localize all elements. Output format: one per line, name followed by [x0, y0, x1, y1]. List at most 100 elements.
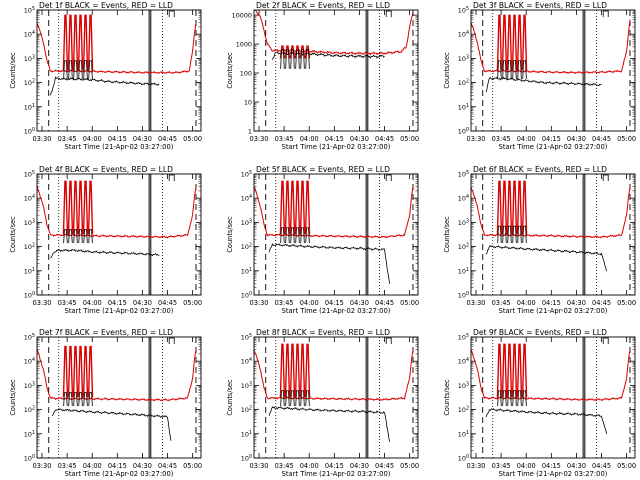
- lld-spike: [506, 14, 513, 71]
- y-tick-label: 104: [458, 194, 469, 203]
- bracket-marker: [168, 337, 175, 344]
- lld-spike: [496, 14, 503, 71]
- x-tick-label: 05:00: [400, 462, 419, 470]
- events-spike: [290, 49, 295, 69]
- lld-series-line: [470, 186, 631, 239]
- lld-spike: [501, 343, 508, 398]
- events-spike: [497, 390, 502, 407]
- x-tick-label: 05:00: [400, 299, 419, 307]
- panel-title: Det 5f BLACK = Events, RED = LLD: [256, 165, 390, 174]
- events-spike: [305, 390, 310, 407]
- y-tick-label: 100: [24, 291, 35, 300]
- detector-panel: Det 8f BLACK = Events, RED = LLD 03:30 03:…: [226, 328, 419, 478]
- x-tick-label: 04:00: [517, 135, 536, 143]
- x-tick-label: 04:15: [325, 135, 344, 143]
- x-tick-label: 03:30: [250, 299, 269, 307]
- y-tick-label: 100: [241, 454, 252, 463]
- lld-spike: [496, 343, 503, 398]
- lld-spike: [289, 180, 296, 235]
- y-axis-label: Counts/sec: [443, 379, 451, 416]
- y-tick-label: 10: [244, 99, 252, 107]
- y-axis-label: Counts/sec: [443, 216, 451, 253]
- x-tick-label: 04:00: [300, 135, 319, 143]
- y-tick-label: 1: [248, 128, 252, 136]
- lld-series-line: [253, 349, 414, 402]
- plot-frame: [253, 9, 419, 132]
- events-spike: [522, 60, 527, 80]
- lld-spike: [87, 14, 94, 71]
- lld-spike: [294, 180, 301, 235]
- events-spike: [78, 229, 83, 244]
- panel-title: Det 3f BLACK = Events, RED = LLD: [473, 1, 607, 10]
- detector-panel: Det 6f BLACK = Events, RED = LLD 03:30 03:…: [443, 165, 636, 315]
- events-spike: [63, 229, 68, 244]
- y-tick-label: 105: [24, 6, 35, 15]
- x-tick-label: 03:30: [467, 135, 486, 143]
- events-spike: [68, 229, 73, 244]
- lld-spike: [299, 180, 306, 235]
- lld-spike: [77, 345, 84, 398]
- x-tick-label: 03:45: [275, 299, 294, 307]
- lld-spike: [72, 14, 79, 71]
- y-tick-label: 103: [241, 381, 252, 390]
- y-tick-label: 104: [24, 30, 35, 39]
- panel-title: Det 8f BLACK = Events, RED = LLD: [256, 328, 390, 337]
- x-tick-label: 03:45: [58, 299, 77, 307]
- y-tick-label: 105: [241, 170, 252, 179]
- events-spike: [517, 225, 522, 244]
- x-axis-label: Start Time (21-Apr-02 03:27:00): [499, 307, 608, 315]
- events-spike: [300, 49, 305, 69]
- lld-spike: [284, 343, 291, 398]
- y-tick-label: 102: [24, 243, 35, 252]
- events-spike: [300, 390, 305, 407]
- x-tick-label: 03:45: [275, 462, 294, 470]
- x-tick-label: 04:30: [567, 462, 586, 470]
- y-tick-label: 102: [241, 243, 252, 252]
- plot-frame: [36, 9, 202, 132]
- bracket-marker: [385, 174, 392, 181]
- y-tick-label: 100: [458, 127, 469, 136]
- y-tick-label: 101: [458, 267, 469, 276]
- events-spike: [88, 60, 93, 80]
- x-tick-label: 04:45: [158, 299, 177, 307]
- plot-frame: [470, 9, 636, 132]
- lld-spike: [77, 180, 84, 235]
- x-tick-label: 03:45: [492, 135, 511, 143]
- lld-series-line: [470, 19, 631, 75]
- events-spike: [68, 392, 73, 407]
- events-spike: [73, 60, 78, 80]
- y-axis-label: Counts/sec: [9, 379, 17, 416]
- y-tick-label: 101: [24, 267, 35, 276]
- x-tick-label: 05:00: [400, 135, 419, 143]
- y-axis-label: Counts/sec: [443, 52, 451, 89]
- panel-title: Det 2f BLACK = Events, RED = LLD: [256, 1, 390, 10]
- x-tick-label: 03:30: [33, 299, 52, 307]
- lld-spike: [511, 180, 518, 235]
- events-spike: [507, 60, 512, 80]
- events-series-line: [485, 76, 602, 93]
- x-tick-label: 05:00: [617, 299, 636, 307]
- lld-spike: [521, 14, 528, 71]
- events-spike: [502, 390, 507, 407]
- x-tick-label: 04:30: [133, 299, 152, 307]
- x-tick-label: 04:00: [300, 462, 319, 470]
- x-axis-label: Start Time (21-Apr-02 03:27:00): [499, 470, 608, 478]
- events-series-line: [50, 76, 160, 96]
- y-tick-label: 101: [241, 267, 252, 276]
- events-spike: [305, 49, 310, 69]
- events-spike: [295, 227, 300, 244]
- events-spike: [63, 392, 68, 407]
- events-spike: [512, 390, 517, 407]
- y-tick-label: 101: [458, 430, 469, 439]
- y-tick-label: 100: [458, 454, 469, 463]
- events-series-line: [268, 406, 390, 442]
- x-tick-label: 04:45: [158, 462, 177, 470]
- y-tick-label: 105: [24, 333, 35, 342]
- y-tick-label: 102: [241, 406, 252, 415]
- x-tick-label: 04:00: [83, 462, 102, 470]
- x-tick-label: 05:00: [617, 135, 636, 143]
- lld-spike: [501, 14, 508, 71]
- events-spike: [522, 225, 527, 244]
- bracket-marker: [602, 337, 609, 344]
